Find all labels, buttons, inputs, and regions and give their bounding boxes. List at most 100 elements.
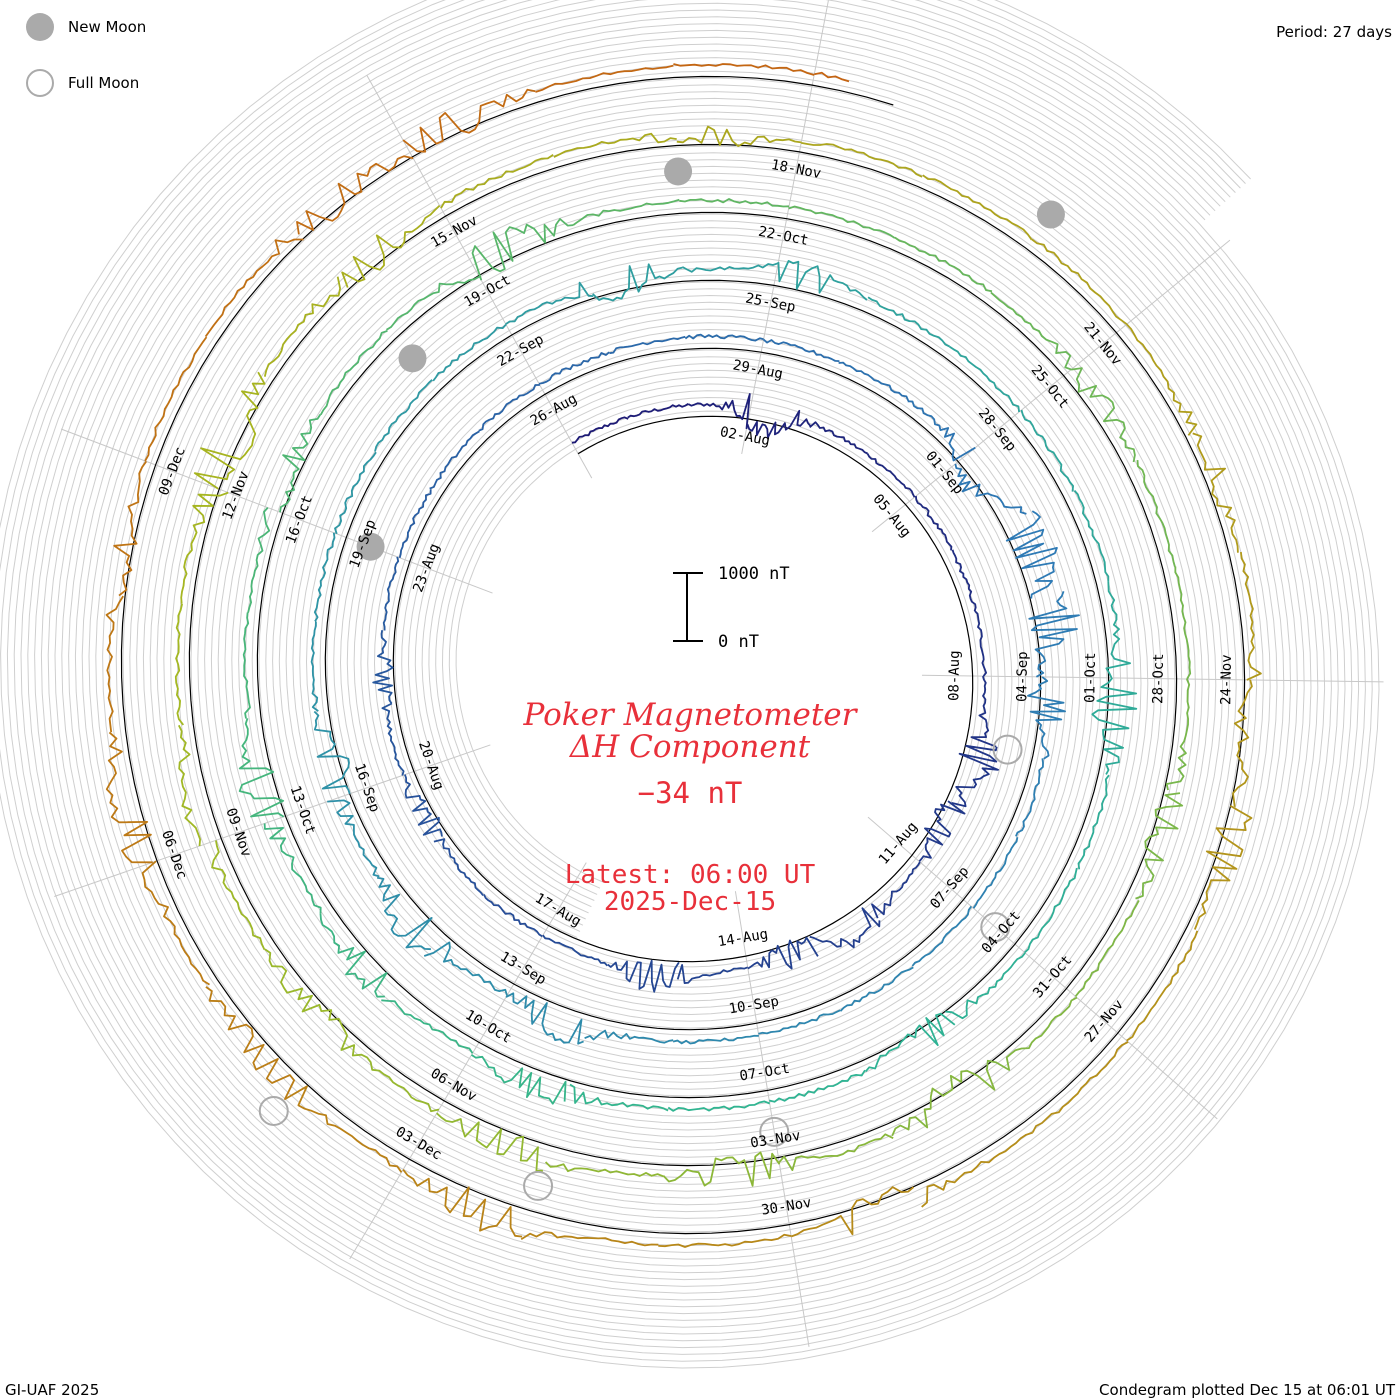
series-segment	[687, 393, 751, 430]
date-label: 07-Oct	[738, 1061, 790, 1085]
baseline-spiral-path	[120, 75, 1246, 1235]
series-segment	[1027, 676, 1066, 760]
series-segment	[921, 1131, 1033, 1208]
grid-ring	[0, 0, 1380, 1369]
series-segment	[542, 934, 609, 967]
moon-markers	[258, 157, 1065, 1201]
series-segment	[505, 992, 584, 1045]
series-segment	[376, 876, 433, 951]
series-segment	[954, 463, 1027, 515]
series-segment	[211, 840, 266, 950]
grid-rings	[0, 0, 1380, 1369]
date-label: 03-Nov	[749, 1128, 801, 1152]
new-moon-marker	[356, 532, 385, 561]
new-moon-icon	[26, 13, 54, 41]
series-segment	[177, 724, 201, 847]
date-label: 22-Sep	[495, 331, 547, 370]
grid-ring	[0, 0, 1366, 1355]
plotted-label: Condegram plotted Dec 15 at 06:01 UT	[1099, 1381, 1395, 1399]
series-segment	[866, 453, 916, 498]
series-segment	[790, 1186, 915, 1238]
series-segment	[809, 907, 881, 949]
series-segment	[915, 495, 953, 551]
series-segment	[1240, 551, 1262, 681]
series-segment	[432, 323, 507, 382]
day-spokes	[54, 0, 1384, 1347]
series-segment	[242, 612, 251, 719]
series-segment	[1020, 409, 1074, 492]
series-segment	[662, 1151, 781, 1187]
series-segment	[113, 460, 148, 597]
day-spoke	[921, 674, 1384, 683]
new-moon-marker	[1036, 200, 1065, 229]
date-label: 10-Sep	[728, 994, 780, 1018]
series-segment	[1126, 323, 1198, 436]
series-segment	[279, 413, 322, 513]
series-segment	[310, 621, 319, 712]
series-segment	[313, 532, 336, 622]
full-moon-marker	[992, 734, 1023, 765]
series-segment	[144, 336, 208, 462]
date-label: 04-Sep	[1014, 651, 1031, 702]
date-label: 02-Aug	[719, 424, 772, 449]
legend-full-moon-label: Full Moon	[68, 74, 140, 92]
grid-ring	[0, 0, 1373, 1362]
series-segment	[180, 491, 229, 604]
series-segment	[864, 1012, 956, 1073]
series-segment	[341, 204, 441, 288]
series-segment	[672, 1034, 759, 1045]
series-segment	[205, 986, 295, 1101]
series-segment	[340, 1034, 440, 1113]
series-segment	[990, 291, 1072, 371]
series-segment	[609, 335, 686, 355]
series-segment	[681, 262, 779, 273]
series-segment	[1192, 432, 1239, 553]
series-segment	[747, 936, 819, 970]
series-segment	[1028, 590, 1080, 678]
full-moon-icon	[26, 69, 54, 97]
series-segment	[429, 430, 480, 490]
series-segment	[402, 88, 536, 153]
series-segment	[1165, 678, 1191, 791]
series-segment	[285, 1085, 403, 1173]
series-segment	[478, 384, 540, 432]
series-segment	[572, 198, 680, 226]
series-segment	[1073, 490, 1110, 582]
series-segment	[334, 451, 377, 535]
series-segment	[1105, 581, 1131, 679]
series-segment	[951, 549, 977, 612]
legend-new-moon-label: New Moon	[68, 18, 147, 36]
date-label: 24-Nov	[1218, 654, 1235, 705]
series-traces	[105, 63, 1262, 1248]
series-segment	[974, 610, 987, 677]
series-segment	[385, 275, 480, 331]
series-segment	[538, 351, 610, 385]
full-moon-marker	[759, 1116, 790, 1147]
series-segment	[867, 296, 951, 348]
series-segment	[382, 556, 400, 631]
series-segment	[1074, 899, 1140, 997]
credit-label: GI-UAF 2025	[5, 1381, 100, 1399]
date-label: 19-Oct	[462, 272, 514, 311]
series-segment	[894, 236, 993, 293]
series-segment	[592, 263, 683, 302]
date-label: 28-Oct	[1150, 653, 1167, 704]
series-segment	[788, 205, 896, 239]
series-segment	[809, 421, 868, 455]
date-label: 14-Aug	[717, 926, 769, 950]
day-spoke	[741, 0, 829, 455]
series-segment	[263, 823, 322, 914]
new-moon-marker	[398, 344, 427, 373]
series-segment	[777, 260, 868, 301]
series-segment	[381, 999, 474, 1054]
series-segment	[945, 952, 1026, 1020]
day-spoke	[349, 862, 587, 1260]
series-segment	[404, 774, 443, 837]
series-segment	[440, 154, 554, 209]
date-label: 09-Nov	[222, 806, 254, 859]
series-segment	[320, 330, 388, 416]
series-segment	[141, 860, 210, 986]
series-segment	[402, 1169, 523, 1238]
series-segment	[814, 71, 850, 83]
date-label: 15-Nov	[428, 213, 480, 252]
